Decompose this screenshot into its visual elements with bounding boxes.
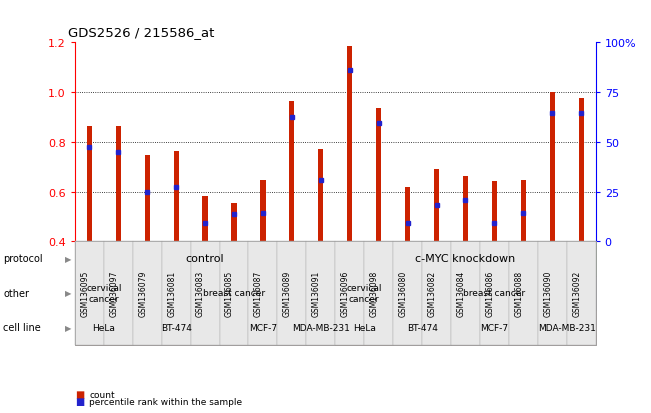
Text: MCF-7: MCF-7 [249,323,277,332]
Bar [231,203,236,242]
Bar [579,99,584,242]
Text: breast cancer: breast cancer [464,289,525,298]
Text: GSM136084: GSM136084 [456,270,465,316]
Text: protocol: protocol [3,254,43,264]
Text: GDS2526 / 215586_at: GDS2526 / 215586_at [68,26,215,39]
Bar [116,127,121,242]
Bar [145,155,150,242]
Text: GSM136095: GSM136095 [80,270,89,316]
Bar [289,102,294,242]
Text: ▶: ▶ [65,289,72,298]
Text: breast cancer: breast cancer [203,289,265,298]
Text: GSM136079: GSM136079 [138,270,147,316]
Text: GSM136089: GSM136089 [283,270,292,316]
Bar [521,181,526,242]
Text: control: control [186,254,225,264]
Bar [492,182,497,242]
Text: BT-474: BT-474 [407,323,437,332]
Text: GSM136097: GSM136097 [109,270,118,316]
Text: c-MYC knockdown: c-MYC knockdown [415,254,516,264]
Text: GSM136081: GSM136081 [167,270,176,316]
Text: HeLa: HeLa [353,323,376,332]
Text: ■: ■ [75,396,84,406]
Bar [260,180,266,242]
Text: MDA-MB-231: MDA-MB-231 [292,323,350,332]
Text: GSM136085: GSM136085 [225,270,234,316]
Text: MDA-MB-231: MDA-MB-231 [538,323,596,332]
Text: GSM136091: GSM136091 [312,270,321,316]
Text: GSM136096: GSM136096 [340,270,350,316]
Text: GSM136082: GSM136082 [428,270,437,316]
Bar [174,152,179,242]
Text: cervical
cancer: cervical cancer [346,284,382,303]
Text: BT-474: BT-474 [161,323,191,332]
Text: ▶: ▶ [65,323,72,332]
Text: MCF-7: MCF-7 [480,323,508,332]
Bar [347,47,352,242]
Text: ▶: ▶ [65,254,72,263]
Text: cervical
cancer: cervical cancer [86,284,122,303]
Bar [87,126,92,242]
Text: GSM136098: GSM136098 [370,270,379,316]
Text: GSM136080: GSM136080 [398,270,408,316]
Text: GSM136090: GSM136090 [544,270,552,316]
Bar [434,169,439,242]
Text: other: other [3,288,29,298]
Text: GSM136086: GSM136086 [486,270,494,316]
Bar [202,196,208,242]
Bar [376,109,381,242]
Text: HeLa: HeLa [92,323,115,332]
Text: GSM136087: GSM136087 [254,270,263,316]
Text: GSM136083: GSM136083 [196,270,205,316]
Text: GSM136092: GSM136092 [572,270,581,316]
Text: GSM136088: GSM136088 [514,270,523,316]
Bar [405,188,410,242]
Text: ■: ■ [75,389,84,399]
Bar [318,149,324,242]
Bar [549,93,555,242]
Text: percentile rank within the sample: percentile rank within the sample [89,397,242,406]
Text: count: count [89,390,115,399]
Bar [463,177,468,242]
Text: cell line: cell line [3,323,41,332]
